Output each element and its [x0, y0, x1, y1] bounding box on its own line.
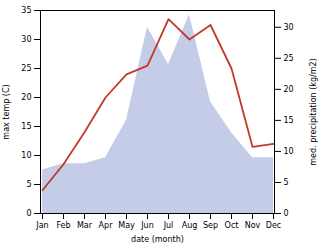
svg-text:0: 0 — [26, 209, 31, 218]
svg-text:max temp (C): max temp (C) — [2, 84, 11, 139]
svg-text:med. precipitation (kg/m2): med. precipitation (kg/m2) — [309, 58, 318, 165]
svg-text:20: 20 — [21, 93, 31, 102]
svg-text:Dec: Dec — [266, 221, 281, 230]
svg-text:10: 10 — [284, 147, 294, 156]
svg-text:Oct: Oct — [225, 221, 239, 230]
svg-text:5: 5 — [26, 180, 31, 189]
svg-text:20: 20 — [284, 85, 294, 94]
svg-text:Jan: Jan — [35, 221, 48, 230]
svg-text:25: 25 — [21, 64, 31, 73]
svg-text:5: 5 — [284, 178, 289, 187]
svg-text:Jul: Jul — [163, 221, 174, 230]
svg-text:Sep: Sep — [203, 221, 218, 230]
svg-text:Feb: Feb — [56, 221, 70, 230]
svg-text:Nov: Nov — [245, 221, 261, 230]
svg-text:15: 15 — [21, 122, 31, 131]
svg-text:10: 10 — [21, 151, 31, 160]
svg-text:Mar: Mar — [77, 221, 93, 230]
svg-text:0: 0 — [284, 209, 289, 218]
svg-text:Jun: Jun — [140, 221, 154, 230]
svg-text:Aug: Aug — [182, 221, 198, 230]
svg-text:15: 15 — [284, 116, 294, 125]
svg-text:35: 35 — [21, 6, 31, 15]
svg-text:30: 30 — [284, 23, 294, 32]
svg-text:25: 25 — [284, 54, 294, 63]
svg-text:30: 30 — [21, 35, 31, 44]
svg-text:Apr: Apr — [99, 221, 114, 230]
svg-text:date (month): date (month) — [131, 235, 184, 244]
svg-text:May: May — [118, 221, 135, 230]
